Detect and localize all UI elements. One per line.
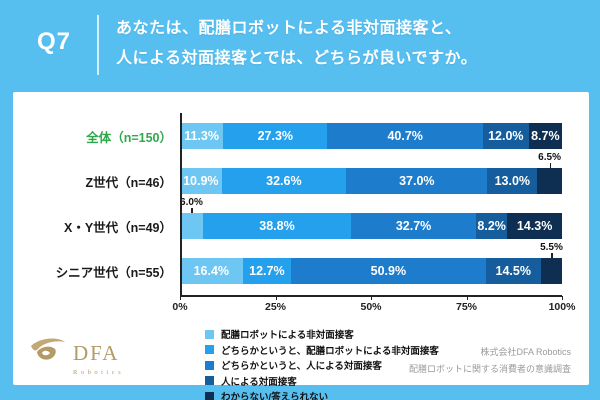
source-note: 株式会社DFA Robotics 配膳ロボットに関する消費者の意識調査 bbox=[409, 344, 571, 378]
dfa-logo: DFA Robotics bbox=[29, 336, 149, 382]
chart-area: 全体（n=150） 11.3% 27.3% 40.7% 12.0% 8.7% Z世代（n=4… bbox=[13, 92, 589, 385]
legend-label: どちらかというと、配膳ロボットによる非対面接客 bbox=[221, 345, 439, 357]
segment-value-label: 37.0% bbox=[399, 174, 435, 188]
bar-segment: 12.0% bbox=[482, 123, 529, 149]
x-axis-line bbox=[180, 295, 562, 297]
bar-segment: 14.5% bbox=[485, 258, 541, 284]
category-label: 全体（n=150） bbox=[86, 130, 172, 145]
question-line-1: あなたは、配膳ロボットによる非対面接客と、 bbox=[116, 20, 462, 37]
legend: 配膳ロボットによる非対面接客どちらかというと、配膳ロボットによる非対面接客 どちら… bbox=[205, 327, 439, 400]
bar-segment: 13.0% bbox=[487, 168, 538, 194]
segment-value-label: 16.4% bbox=[193, 264, 230, 278]
bar-segment: 38.8% bbox=[202, 213, 352, 239]
bar-row: 16.4% 12.7% 50.9% 14.5% bbox=[180, 258, 562, 284]
x-axis-tick bbox=[371, 296, 372, 300]
x-axis-tick-label: 25% bbox=[264, 301, 287, 313]
x-axis-tick bbox=[466, 296, 468, 300]
bar-segment bbox=[537, 168, 562, 194]
segment-value-label: 32.6% bbox=[266, 174, 302, 188]
segment-value-label: 50.9% bbox=[370, 264, 407, 278]
bar-segment: 10.9% bbox=[180, 168, 222, 194]
legend-label: 配膳ロボットによる非対面接客 bbox=[221, 330, 354, 341]
bar-segment: 8.7% bbox=[528, 123, 562, 149]
bar-segment bbox=[180, 213, 203, 239]
x-axis-tick-label: 75% bbox=[455, 301, 478, 313]
segment-value-label: 8.2% bbox=[477, 219, 506, 233]
x-axis-tick bbox=[180, 296, 181, 300]
category-label: シニア世代（n=55） bbox=[55, 265, 172, 280]
bar-segment: 11.3% bbox=[180, 123, 224, 149]
segment-value-label: 27.3% bbox=[257, 129, 294, 143]
question-number: Q7 bbox=[36, 28, 71, 55]
bar-segment: 8.2% bbox=[476, 213, 508, 239]
bar-segment: 14.3% bbox=[507, 213, 562, 239]
segment-value-label: 13.0% bbox=[494, 174, 531, 188]
segment-value-label: 12.0% bbox=[488, 129, 524, 143]
question-text: あなたは、配膳ロボットによる非対面接客と、 人による対面接客とでは、どちらが良い… bbox=[116, 14, 586, 74]
x-axis-tick-label: 100% bbox=[548, 301, 576, 313]
outside-value-label: 6.0% bbox=[180, 197, 203, 208]
bar-segment: 40.7% bbox=[327, 123, 483, 149]
legend-swatch bbox=[205, 329, 214, 339]
chart-card: 全体（n=150） 11.3% 27.3% 40.7% 12.0% 8.7% Z世代（n=4… bbox=[13, 92, 589, 400]
bar-row: 38.8% 32.7% 8.2% 14.3% bbox=[180, 213, 562, 239]
legend-item: 人による対面接客 bbox=[205, 374, 439, 388]
x-axis-tick-label: 0% bbox=[172, 301, 188, 313]
bar-segment: 37.0% bbox=[346, 168, 488, 194]
segment-value-label: 10.9% bbox=[183, 174, 219, 188]
bar-segment: 32.6% bbox=[221, 168, 347, 194]
legend-item: 配膳ロボットによる非対面接客 bbox=[205, 327, 439, 341]
bar-row: 10.9% 32.6% 37.0% 13.0% bbox=[180, 168, 562, 194]
legend-swatch bbox=[205, 376, 214, 385]
legend-swatch bbox=[205, 391, 214, 400]
bar-segment bbox=[540, 258, 562, 284]
legend-item: どちらかというと、配膳ロボットによる非対面接客 bbox=[205, 343, 439, 357]
category-label: Z世代（n=46） bbox=[85, 175, 172, 190]
x-axis-tick-label: 50% bbox=[360, 301, 382, 313]
source-survey: 配膳ロボットに関する消費者の意識調査 bbox=[408, 364, 571, 374]
dfa-logo-subtext: Robotics bbox=[73, 369, 125, 376]
legend-label: 人による対面接客 bbox=[221, 376, 297, 388]
source-company: 株式会社DFA Robotics bbox=[480, 347, 571, 357]
outside-value-label: 5.5% bbox=[540, 242, 563, 253]
annotation-leader-line bbox=[551, 253, 553, 258]
y-axis-line bbox=[180, 113, 182, 295]
segment-value-label: 11.3% bbox=[184, 129, 219, 143]
legend-item: わからない/答えられない bbox=[205, 389, 439, 400]
annotation-leader-line bbox=[549, 163, 552, 168]
x-axis-tick bbox=[562, 296, 563, 300]
segment-value-label: 14.3% bbox=[516, 219, 553, 233]
header-divider bbox=[97, 15, 99, 75]
segment-value-label: 14.5% bbox=[495, 264, 531, 278]
bar-segment: 50.9% bbox=[291, 258, 486, 284]
legend-swatch bbox=[205, 360, 214, 370]
question-line-2: 人による対面接客とでは、どちらが良いですか。 bbox=[116, 50, 478, 67]
segment-value-label: 12.7% bbox=[249, 264, 285, 278]
segment-value-label: 38.8% bbox=[259, 219, 295, 233]
legend-item: どちらかというと、人による対面接客 bbox=[205, 358, 439, 372]
annotation-leader-line bbox=[191, 208, 193, 213]
legend-swatch bbox=[205, 345, 214, 354]
bar-segment: 12.7% bbox=[242, 258, 292, 284]
bar-row: 11.3% 27.3% 40.7% 12.0% 8.7% bbox=[180, 123, 562, 149]
question-header: Q7 あなたは、配膳ロボットによる非対面接客と、 人による対面接客とでは、どちら… bbox=[0, 0, 600, 92]
category-label: X・Y世代（n=49） bbox=[63, 220, 172, 235]
outside-value-label: 6.5% bbox=[538, 152, 561, 163]
dfa-logo-icon bbox=[29, 336, 67, 371]
dfa-logo-text: DFA bbox=[73, 341, 120, 365]
segment-value-label: 8.7% bbox=[531, 129, 560, 143]
legend-label: どちらかというと、人による対面接客 bbox=[221, 361, 382, 372]
x-axis-tick bbox=[275, 296, 277, 300]
bar-segment: 27.3% bbox=[223, 123, 328, 149]
bar-segment: 16.4% bbox=[180, 258, 243, 284]
segment-value-label: 32.7% bbox=[395, 219, 432, 233]
bar-segment: 32.7% bbox=[351, 213, 477, 239]
legend-label: わからない/答えられない bbox=[221, 392, 329, 400]
segment-value-label: 40.7% bbox=[387, 129, 423, 143]
